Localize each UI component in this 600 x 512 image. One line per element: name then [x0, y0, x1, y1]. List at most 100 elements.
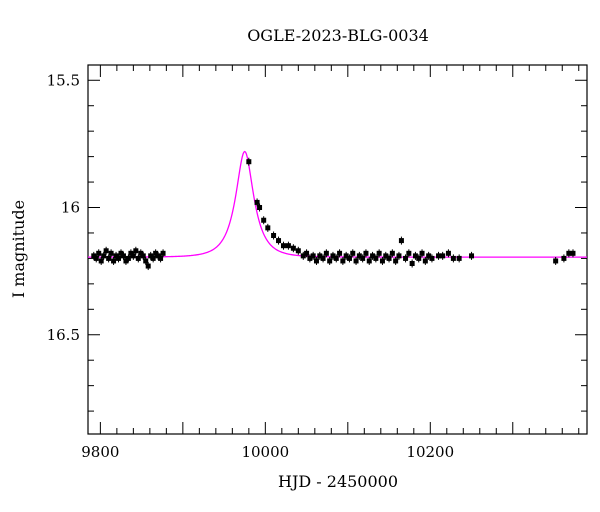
data-point [396, 251, 402, 260]
point-marker [373, 255, 379, 261]
point-marker [406, 250, 412, 256]
point-marker [160, 250, 166, 256]
point-marker [403, 255, 409, 261]
point-marker [310, 253, 316, 259]
data-point [103, 246, 109, 255]
point-marker [106, 255, 112, 261]
data-point [350, 249, 356, 258]
data-point [307, 254, 313, 263]
point-marker [150, 255, 156, 261]
data-point [416, 254, 422, 263]
data-point [327, 256, 333, 265]
point-marker [561, 255, 567, 261]
point-marker [409, 260, 415, 266]
data-point [160, 249, 166, 258]
point-marker [566, 250, 572, 256]
point-marker [366, 258, 372, 264]
point-marker [138, 250, 144, 256]
point-marker [135, 255, 141, 261]
point-marker [307, 255, 313, 261]
y-tick-label: 16 [61, 199, 80, 217]
data-point [566, 249, 572, 258]
point-marker [295, 248, 301, 254]
point-marker [155, 253, 161, 259]
point-marker [98, 258, 104, 264]
point-marker [143, 258, 149, 264]
point-marker [340, 258, 346, 264]
data-point [379, 256, 385, 265]
x-tick-label: 9800 [81, 443, 119, 461]
point-marker [389, 250, 395, 256]
data-point [363, 249, 369, 258]
data-point [456, 254, 462, 263]
data-point [356, 251, 362, 260]
point-marker [125, 255, 131, 261]
point-marker [416, 255, 422, 261]
point-marker [96, 250, 102, 256]
data-points [91, 157, 576, 271]
point-marker [148, 253, 154, 259]
point-marker [246, 159, 252, 165]
point-marker [363, 250, 369, 256]
point-marker [422, 258, 428, 264]
y-tick-label: 15.5 [47, 71, 80, 89]
point-marker [570, 250, 576, 256]
data-point [469, 251, 475, 260]
point-marker [440, 253, 446, 259]
data-point [450, 254, 456, 263]
data-point [310, 251, 316, 260]
point-marker [91, 253, 97, 259]
point-marker [285, 243, 291, 249]
data-point [370, 251, 376, 260]
data-point [403, 254, 409, 263]
point-marker [429, 255, 435, 261]
axis-ticks [88, 65, 587, 434]
data-point [389, 249, 395, 258]
data-point [360, 254, 366, 263]
point-marker [116, 255, 122, 261]
point-marker [450, 255, 456, 261]
point-marker [158, 255, 164, 261]
data-point [320, 254, 326, 263]
data-point [280, 241, 286, 250]
x-tick-label: 10000 [241, 443, 289, 461]
point-marker [261, 217, 267, 223]
point-marker [323, 250, 329, 256]
point-marker [456, 255, 462, 261]
data-point [398, 236, 404, 245]
data-point [285, 241, 291, 250]
point-marker [101, 253, 107, 259]
data-point [343, 251, 349, 260]
point-marker [153, 250, 159, 256]
point-marker [553, 258, 559, 264]
point-marker [304, 250, 310, 256]
data-point [412, 251, 418, 260]
data-point [133, 246, 139, 255]
data-point [323, 249, 329, 258]
point-marker [333, 255, 339, 261]
point-marker [111, 258, 117, 264]
point-marker [386, 255, 392, 261]
point-marker [370, 253, 376, 259]
point-marker [337, 250, 343, 256]
point-marker [412, 253, 418, 259]
data-point [429, 254, 435, 263]
data-point [419, 249, 425, 258]
data-point [422, 256, 428, 265]
data-point [386, 254, 392, 263]
data-point [271, 231, 277, 240]
data-point [340, 256, 346, 265]
data-point [373, 254, 379, 263]
point-marker [346, 255, 352, 261]
point-marker [280, 243, 286, 249]
y-tick-label: 16.5 [47, 326, 80, 344]
data-point [393, 256, 399, 265]
point-marker [353, 258, 359, 264]
data-point [570, 249, 576, 258]
point-marker [130, 253, 136, 259]
x-tick-label: 10200 [406, 443, 454, 461]
point-marker [426, 253, 432, 259]
data-point [317, 251, 323, 260]
point-marker [128, 250, 134, 256]
